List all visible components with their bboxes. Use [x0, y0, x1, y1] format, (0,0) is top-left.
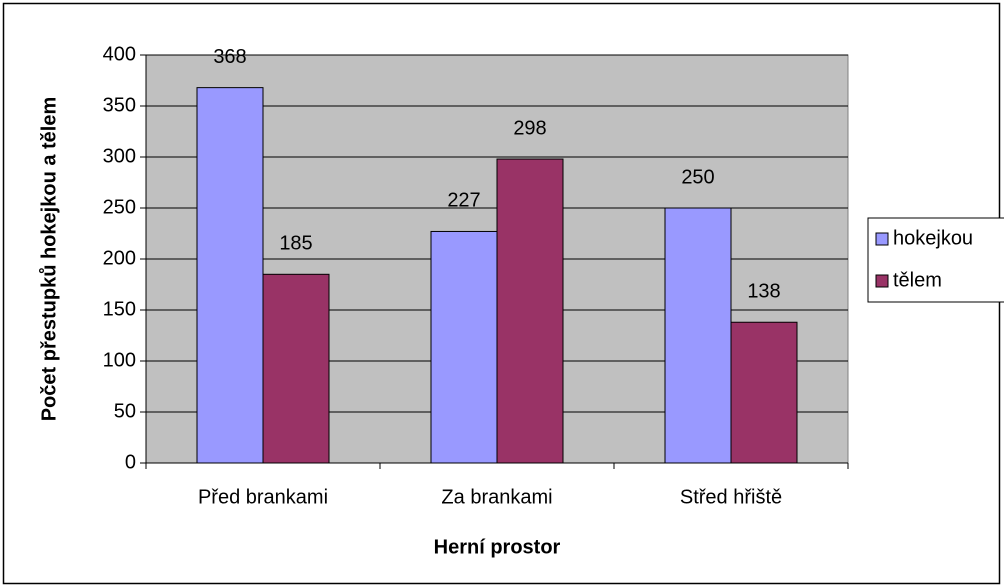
data-label: 298 [513, 117, 546, 139]
x-tick-label: Před brankami [198, 486, 328, 508]
data-label: 368 [213, 46, 246, 68]
bar [196, 87, 264, 464]
bar [496, 158, 564, 464]
bar [262, 273, 330, 464]
data-label: 250 [681, 166, 714, 188]
legend-swatch [875, 274, 889, 288]
y-axis-label: Počet přestupků hokejkou a tělem [38, 97, 60, 422]
data-label: 185 [279, 233, 312, 255]
data-label: 227 [447, 190, 480, 212]
legend-swatch [875, 232, 889, 246]
bar [664, 207, 732, 464]
x-tick-label: Za brankami [441, 486, 552, 508]
y-tick-label: 50 [114, 400, 136, 422]
legend-label: tělem [893, 269, 942, 291]
x-tick-label: Střed hřiště [680, 486, 782, 508]
x-axis-label: Herní prostor [434, 536, 561, 558]
y-tick-label: 400 [103, 43, 136, 65]
y-tick-label: 100 [103, 349, 136, 371]
data-label: 138 [747, 281, 780, 303]
y-tick-label: 200 [103, 247, 136, 269]
bar [430, 230, 498, 464]
bar [730, 321, 798, 464]
y-tick-label: 350 [103, 94, 136, 116]
y-tick-label: 0 [125, 451, 136, 473]
y-tick-label: 300 [103, 145, 136, 167]
legend-box [867, 217, 1004, 303]
y-tick-label: 150 [103, 298, 136, 320]
y-tick-label: 250 [103, 196, 136, 218]
legend-label: hokejkou [893, 227, 973, 249]
